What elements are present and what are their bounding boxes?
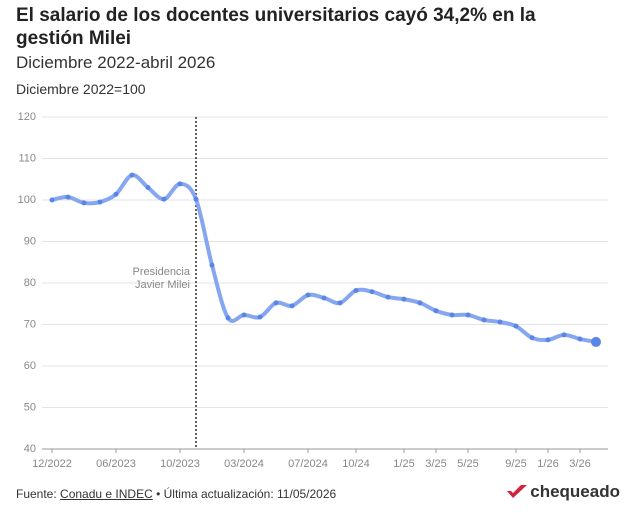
- point: [305, 292, 311, 298]
- point: [225, 315, 231, 321]
- y-tick-label: 60: [24, 360, 36, 372]
- point: [591, 336, 601, 347]
- point: [369, 289, 375, 295]
- point: [241, 312, 247, 318]
- point: [177, 181, 183, 187]
- x-tick-label: 5/25: [457, 458, 478, 470]
- y-axis-label: Diciembre 2022=100: [16, 81, 146, 97]
- point: [193, 196, 199, 202]
- y-tick-label: 120: [18, 111, 36, 123]
- x-tick-label: 3/25: [425, 458, 446, 470]
- x-tick-label: 03/2024: [224, 458, 264, 470]
- point: [353, 287, 359, 293]
- point: [529, 335, 535, 341]
- point: [257, 314, 263, 320]
- x-tick-label: 12/2022: [32, 458, 72, 470]
- point: [545, 337, 551, 343]
- x-tick-label: 06/2023: [96, 458, 136, 470]
- updated: • Última actualización: 11/05/2026: [156, 487, 337, 501]
- point: [81, 200, 87, 206]
- source-prefix: Fuente:: [16, 487, 57, 501]
- y-tick-label: 70: [24, 318, 36, 330]
- point: [417, 300, 423, 306]
- point: [433, 308, 439, 314]
- annotation-text: Presidencia: [133, 266, 191, 278]
- y-tick-label: 110: [18, 152, 36, 164]
- point: [465, 312, 471, 318]
- point: [209, 262, 215, 268]
- x-tick-label: 3/26: [569, 458, 590, 470]
- point: [49, 197, 55, 203]
- logo-icon: [507, 485, 528, 498]
- y-tick-label: 40: [24, 443, 36, 455]
- x-tick-label: 1/25: [393, 458, 414, 470]
- logo-text: chequeado: [530, 482, 620, 501]
- x-tick-label: 10/24: [342, 458, 370, 470]
- chart: 40 50 60 70 80 90 100 110 120 12/2022 06/2023 10/20…: [18, 111, 608, 470]
- y-tick-label: 50: [24, 401, 36, 413]
- point: [385, 294, 391, 300]
- y-tick-label: 100: [18, 194, 36, 206]
- y-tick-label: 80: [24, 277, 36, 289]
- point: [145, 185, 151, 191]
- point: [481, 317, 487, 323]
- x-tick-label: 1/26: [537, 458, 558, 470]
- x-tick-label: 9/25: [505, 458, 526, 470]
- point: [513, 323, 519, 329]
- x-tick-label: 10/2023: [160, 458, 200, 470]
- point: [161, 196, 167, 202]
- point: [401, 296, 407, 302]
- point: [577, 336, 583, 342]
- logo: chequeado: [507, 482, 620, 502]
- point: [97, 199, 103, 205]
- point: [129, 172, 135, 178]
- point: [289, 303, 295, 309]
- x-tick-label: 07/2024: [288, 458, 328, 470]
- y-tick-label: 90: [24, 235, 36, 247]
- source-link[interactable]: Conadu e INDEC: [60, 487, 153, 501]
- point: [65, 194, 71, 200]
- point: [321, 295, 327, 301]
- chart-subtitle: Diciembre 2022-abril 2026: [16, 53, 216, 72]
- footer: Fuente: Conadu e INDEC • Última actualiz…: [16, 487, 336, 501]
- point: [561, 332, 567, 338]
- point: [449, 312, 455, 318]
- point: [113, 191, 119, 197]
- point: [273, 300, 279, 306]
- chart-title: El salario de los docentes universitario…: [16, 5, 536, 49]
- annotation-text: Javier Milei: [135, 279, 190, 291]
- point: [337, 300, 343, 306]
- point: [497, 319, 503, 325]
